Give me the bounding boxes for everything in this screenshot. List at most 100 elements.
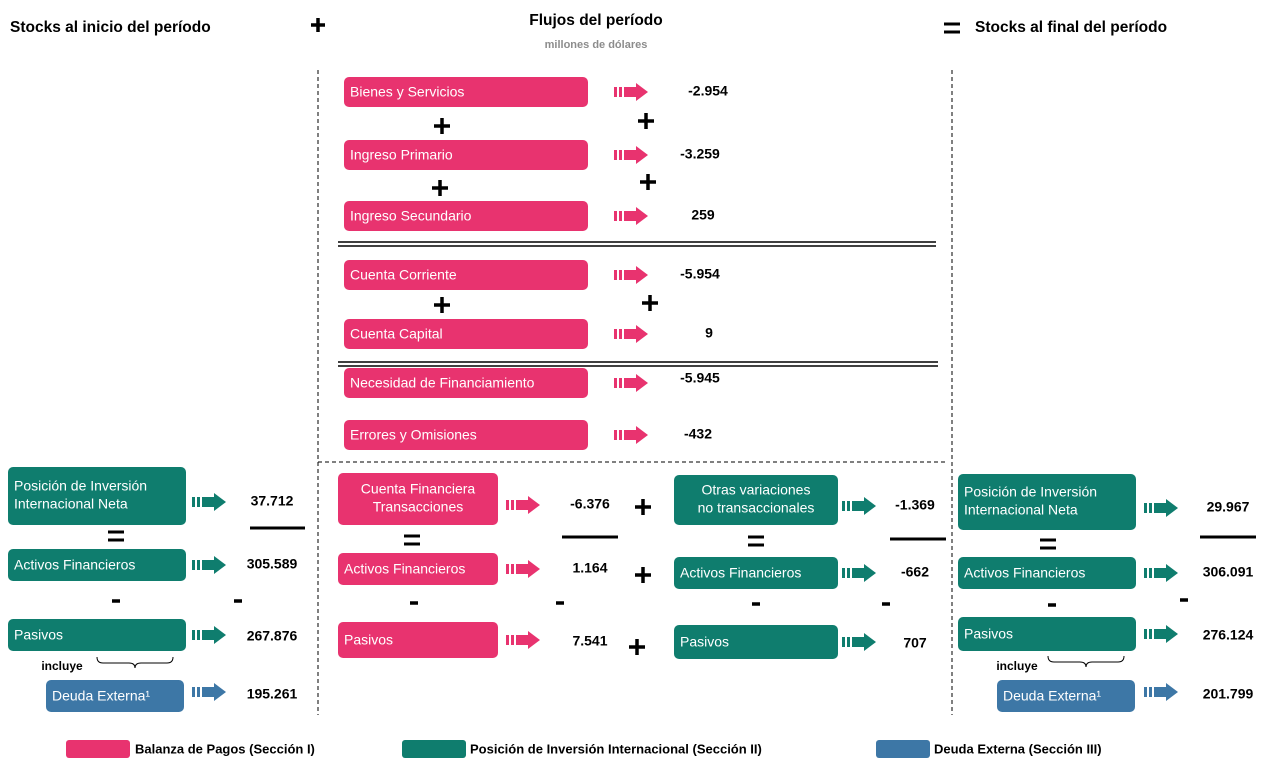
value: -5.945 xyxy=(680,370,720,386)
box-label: Errores y Omisiones xyxy=(350,427,477,443)
legend-swatch xyxy=(66,740,130,758)
arrow-bar xyxy=(1149,629,1152,639)
box xyxy=(344,201,588,231)
value: 29.967 xyxy=(1207,499,1250,515)
value: 305.589 xyxy=(247,556,298,572)
box xyxy=(344,140,588,170)
center-title: Flujos del período xyxy=(529,12,662,29)
box-label: Cuenta Financiera xyxy=(361,481,476,497)
value: 1.164 xyxy=(572,560,607,576)
plus-sign xyxy=(434,297,450,313)
center-subtitle: millones de dólares xyxy=(545,39,648,51)
plus-sign xyxy=(311,18,325,32)
arrow-head xyxy=(202,493,226,511)
arrow-head xyxy=(852,497,876,515)
value: 267.876 xyxy=(247,628,298,644)
arrow-bar xyxy=(847,501,850,511)
box-label: Activos Financieros xyxy=(14,557,135,573)
box xyxy=(344,260,588,290)
arrow-bar xyxy=(192,630,195,640)
arrow-bar xyxy=(619,430,622,440)
legend-swatch xyxy=(876,740,930,758)
arrow-head xyxy=(1154,564,1178,582)
arrow xyxy=(614,207,648,225)
double-rules xyxy=(338,241,938,367)
arrow-head xyxy=(624,325,648,343)
box-label: Internacional Neta xyxy=(964,502,1078,518)
value: 259 xyxy=(691,207,715,223)
arrow-bar xyxy=(847,637,850,647)
arrow-bar xyxy=(192,687,195,697)
arrow-bar xyxy=(1144,503,1147,513)
arrow xyxy=(192,493,226,511)
value: 37.712 xyxy=(251,493,294,509)
equals-sign xyxy=(944,22,960,34)
box xyxy=(344,420,588,450)
box-label: Activos Financieros xyxy=(344,561,465,577)
arrow-bar xyxy=(511,564,514,574)
arrow xyxy=(1144,499,1178,517)
value: -6.376 xyxy=(570,496,610,512)
arrow-bar xyxy=(192,497,195,507)
box xyxy=(338,622,498,658)
arrow xyxy=(614,426,648,444)
box xyxy=(344,319,588,349)
arrow-bar xyxy=(506,500,509,510)
equals-sign xyxy=(1040,538,1056,550)
box xyxy=(338,553,498,585)
box-label: Posición de Inversión xyxy=(14,478,147,494)
box-label: Deuda Externa¹ xyxy=(52,688,150,704)
arrow-bar xyxy=(197,630,200,640)
guides xyxy=(317,70,953,715)
arrow-bar xyxy=(506,635,509,645)
plus-sign xyxy=(629,639,645,655)
box-label: Activos Financieros xyxy=(680,565,801,581)
plus-sign xyxy=(640,174,656,190)
arrow xyxy=(506,496,540,514)
arrow-head xyxy=(624,207,648,225)
value: -662 xyxy=(901,564,929,580)
arrow-bar xyxy=(1144,687,1147,697)
plus-sign xyxy=(434,118,450,134)
value: 306.091 xyxy=(1203,564,1254,580)
arrow-bar xyxy=(1149,503,1152,513)
arrow-bar xyxy=(619,87,622,97)
arrow-bar xyxy=(619,378,622,388)
arrow xyxy=(506,560,540,578)
arrow-bar xyxy=(614,270,617,280)
arrow-head xyxy=(516,560,540,578)
arrow xyxy=(614,266,648,284)
box xyxy=(958,617,1136,651)
box-label: Otras variaciones xyxy=(702,482,811,498)
arrow-bar xyxy=(842,501,845,511)
legend-swatch xyxy=(402,740,466,758)
value: -2.954 xyxy=(688,83,728,99)
arrow-bar xyxy=(1144,568,1147,578)
arrow-bar xyxy=(511,500,514,510)
arrow-head xyxy=(516,496,540,514)
arrow xyxy=(192,556,226,574)
arrow-head xyxy=(1154,683,1178,701)
plus-sign xyxy=(638,113,654,129)
arrow-head xyxy=(624,266,648,284)
box xyxy=(8,549,186,581)
arrow xyxy=(842,564,876,582)
arrow-head xyxy=(624,374,648,392)
equals-sign xyxy=(748,535,764,547)
includes-label: incluye xyxy=(41,659,83,673)
box-label: Transacciones xyxy=(373,499,464,515)
arrow-bar xyxy=(1144,629,1147,639)
arrow-bar xyxy=(197,560,200,570)
value: -432 xyxy=(684,426,712,442)
arrow-bar xyxy=(197,497,200,507)
box-label: Pasivos xyxy=(14,627,63,643)
box-label: Internacional Neta xyxy=(14,496,128,512)
plus-sign xyxy=(635,567,651,583)
arrow xyxy=(614,146,648,164)
box-label: Activos Financieros xyxy=(964,565,1085,581)
value: 201.799 xyxy=(1203,686,1254,702)
box xyxy=(8,467,186,525)
box xyxy=(8,619,186,651)
arrow-head xyxy=(852,633,876,651)
arrow xyxy=(192,626,226,644)
